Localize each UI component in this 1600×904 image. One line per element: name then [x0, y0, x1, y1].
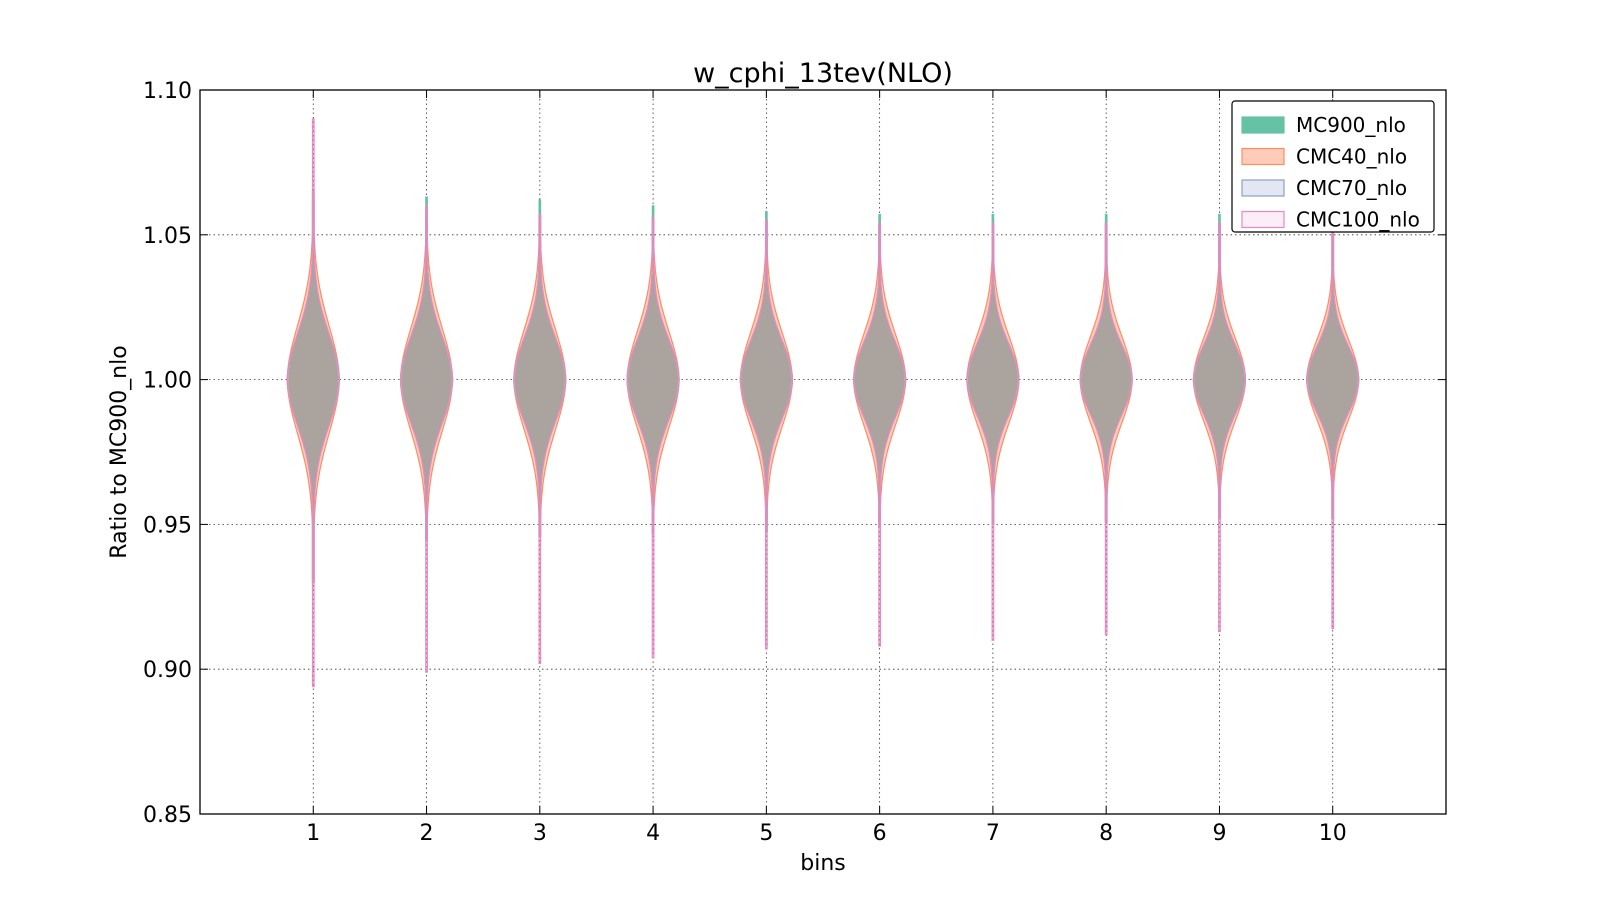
x-tick-label: 1	[306, 821, 320, 846]
legend-label: CMC70_nlo	[1296, 176, 1407, 200]
legend-label: CMC100_nlo	[1296, 208, 1420, 232]
series-CMC40_nlo	[286, 190, 1360, 583]
violin-shape	[853, 222, 907, 647]
x-tick-label: 2	[420, 821, 434, 846]
y-tick-label: 0.90	[143, 658, 192, 683]
violin-shape	[1194, 213, 1245, 520]
chart-title: w_cphi_13tev(NLO)	[693, 58, 953, 89]
legend: MC900_nlo CMC40_nlo CMC70_nlo CMC100_nlo	[1231, 100, 1435, 233]
violin-shape	[1079, 222, 1133, 636]
violin-shape	[967, 213, 1018, 525]
x-tick-label: 6	[873, 821, 887, 846]
violin-shape	[966, 222, 1020, 641]
legend-swatch	[1241, 179, 1285, 197]
violin-shape	[626, 216, 680, 659]
legend-swatch	[1241, 210, 1285, 229]
tick-layer: 0.85 0.90 0.95 1.00 1.05 1.10 1 2 3 4 5 6 7 8 9 10	[143, 79, 1446, 846]
violin-shape	[739, 219, 793, 650]
violin-layer	[286, 118, 1360, 688]
legend-swatch	[1241, 116, 1285, 134]
violin-shape	[1306, 228, 1360, 630]
violin-shape	[741, 211, 792, 531]
y-tick-label: 1.00	[143, 369, 192, 394]
plot-frame	[199, 89, 1447, 815]
x-tick-label: 8	[1099, 821, 1113, 846]
legend-label: CMC40_nlo	[1296, 145, 1407, 169]
legend-label: MC900_nlo	[1296, 113, 1406, 137]
series-MC900_nlo	[288, 190, 1358, 583]
violin-shape	[514, 199, 565, 537]
y-tick-label: 1.05	[143, 224, 192, 249]
violin-shape	[286, 118, 340, 688]
legend-box	[1231, 100, 1435, 233]
y-tick-label: 0.95	[143, 513, 192, 538]
y-tick-label: 0.85	[143, 803, 192, 828]
legend-swatch	[1241, 147, 1285, 166]
violin-shape	[513, 213, 567, 665]
x-tick-label: 3	[533, 821, 547, 846]
violin-shape	[628, 205, 679, 534]
violin-shape	[1192, 222, 1247, 633]
x-tick-label: 10	[1319, 821, 1347, 846]
y-tick-label: 1.10	[143, 79, 192, 104]
y-axis-label: Ratio to MC900_nlo	[107, 345, 132, 558]
x-tick-label: 7	[986, 821, 1000, 846]
violin-shape	[401, 196, 452, 540]
violin-shape	[1081, 213, 1132, 523]
x-axis-label: bins	[800, 851, 845, 876]
x-tick-label: 9	[1212, 821, 1226, 846]
x-tick-label: 5	[759, 821, 773, 846]
violin-shape	[399, 205, 454, 673]
series-CMC100_nlo	[286, 118, 1360, 688]
violin-shape	[854, 213, 905, 528]
x-tick-label: 4	[646, 821, 660, 846]
